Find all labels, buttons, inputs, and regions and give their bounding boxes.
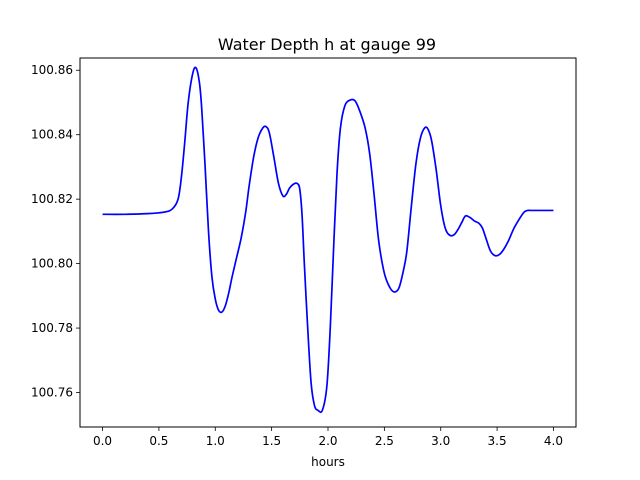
y-axis: 100.76 100.78 100.80 100.82 100.84 100.86 [31, 63, 80, 400]
y-tick-label: 100.80 [31, 257, 73, 271]
x-tick-label: 0.0 [93, 434, 112, 448]
x-tick-label: 3.5 [488, 434, 507, 448]
x-tick-label: 2.0 [318, 434, 337, 448]
x-tick-label: 1.0 [206, 434, 225, 448]
x-tick-label: 1.5 [262, 434, 281, 448]
x-tick-label: 0.5 [149, 434, 168, 448]
x-tick-label: 3.0 [431, 434, 450, 448]
x-tick-label: 2.5 [375, 434, 394, 448]
y-tick-label: 100.76 [31, 386, 73, 400]
plot-area [102, 66, 554, 414]
chart-title: Water Depth h at gauge 99 [218, 35, 436, 54]
y-tick-label: 100.82 [31, 192, 73, 206]
y-tick-label: 100.84 [31, 128, 73, 142]
series-line-0 [102, 66, 554, 414]
x-axis-label: hours [311, 455, 345, 469]
y-tick-label: 100.86 [31, 63, 73, 77]
x-axis: 0.0 0.5 1.0 1.5 2.0 2.5 3.0 3.5 4.0 [93, 427, 563, 448]
y-tick-label: 100.78 [31, 321, 73, 335]
x-tick-label: 4.0 [544, 434, 563, 448]
